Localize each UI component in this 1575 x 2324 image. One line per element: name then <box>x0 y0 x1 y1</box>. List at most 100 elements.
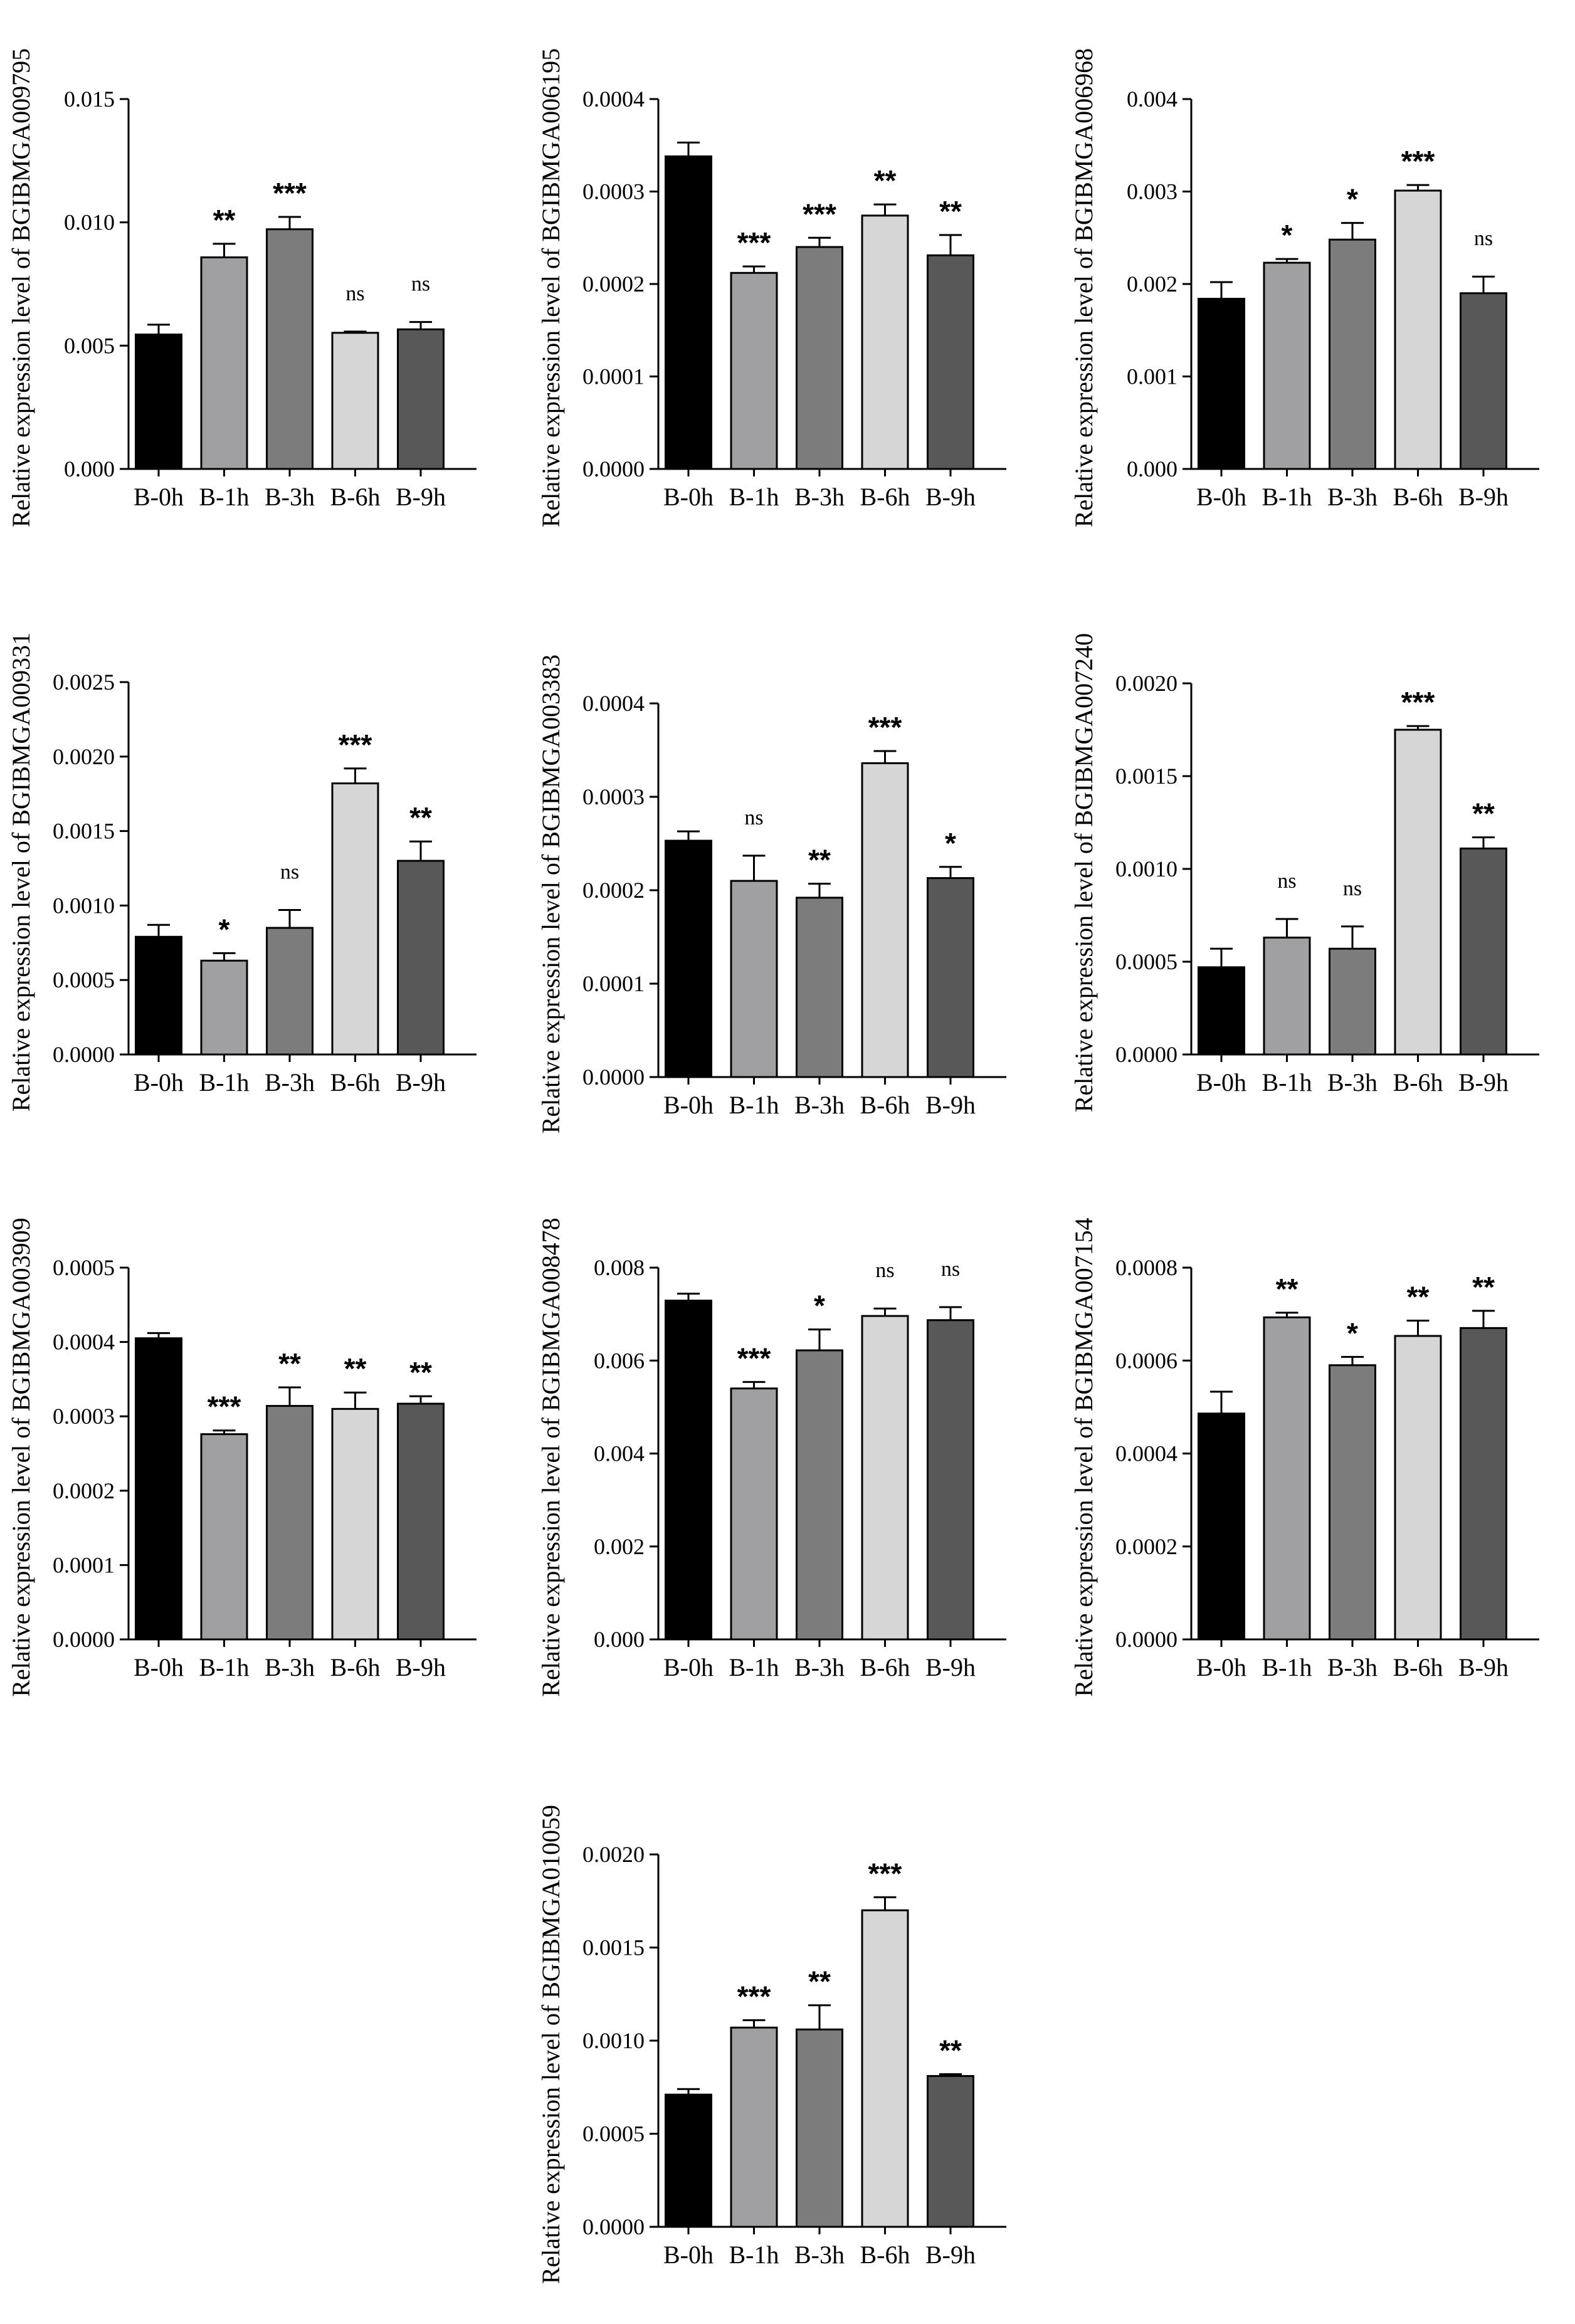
significance-label: *** <box>1401 145 1435 177</box>
bar-B-3h <box>1329 238 1376 470</box>
y-tick-label: 0.0005 <box>582 2122 645 2147</box>
bar-B-6h <box>861 1315 909 1641</box>
significance-label: * <box>945 827 956 860</box>
chart-panel-8: 0.000 0.002 0.004 0.006 0.008 Relative expres… <box>537 1217 1006 1697</box>
y-tick-label: 0.003 <box>1127 179 1177 204</box>
y-tick-label: 0.0000 <box>582 1065 645 1090</box>
bar-B-9h <box>927 877 974 1078</box>
significance-label: ns <box>1343 877 1362 900</box>
x-tick-label: B-6h <box>860 1091 910 1119</box>
bar-B-3h <box>1329 947 1376 1056</box>
y-tick-label: 0.0003 <box>582 179 645 204</box>
bar-B-3h <box>796 1349 843 1641</box>
y-tick-label: 0.0003 <box>582 784 645 809</box>
y-tick-label: 0.0000 <box>582 2214 645 2239</box>
y-tick-label: 0.001 <box>1127 364 1177 389</box>
significance-label: ns <box>941 1258 960 1281</box>
x-tick-label: B-3h <box>794 483 845 511</box>
y-axis-title: Relative expression level of BGIBMGA0093… <box>7 633 35 1112</box>
x-tick-label: B-1h <box>729 1091 779 1119</box>
x-tick-label: B-0h <box>663 483 714 511</box>
y-tick-label: 0.0000 <box>1115 1627 1177 1652</box>
bar-B-0h <box>1198 966 1245 1056</box>
x-tick-label: B-1h <box>729 2241 779 2269</box>
y-tick-label: 0.0002 <box>582 271 645 297</box>
y-tick-label: 0.0010 <box>1115 856 1177 881</box>
significance-label: *** <box>273 177 307 209</box>
x-tick-label: B-0h <box>1196 1653 1246 1681</box>
bar-B-1h <box>730 880 778 1078</box>
y-tick-label: 0.0004 <box>582 691 645 716</box>
y-tick-label: 0.0010 <box>582 2028 645 2053</box>
y-tick-label: 0.0015 <box>1115 764 1177 789</box>
x-tick-label: B-0h <box>663 2241 714 2269</box>
x-tick-label: B-9h <box>1458 1068 1509 1096</box>
bar-B-9h <box>1460 1327 1507 1641</box>
y-tick-label: 0.0002 <box>582 878 645 903</box>
bar-B-6h <box>861 1909 909 2228</box>
y-tick-label: 0.0020 <box>582 1842 645 1867</box>
significance-label: *** <box>339 728 372 761</box>
x-tick-label: B-0h <box>134 483 184 511</box>
chart-panel-4: 0.0000 0.0005 0.0010 0.0015 0.0020 0.0025 Rela… <box>7 633 477 1112</box>
y-tick-label: 0.0000 <box>53 1042 115 1067</box>
significance-label: ** <box>808 1965 831 1998</box>
x-tick-label: B-3h <box>265 1068 315 1096</box>
bar-B-6h <box>861 214 909 470</box>
bar-B-9h <box>397 860 445 1056</box>
x-tick-label: B-6h <box>1393 1068 1443 1096</box>
x-tick-label: B-0h <box>134 1068 184 1096</box>
significance-label: * <box>219 913 230 945</box>
x-tick-label: B-9h <box>925 2241 976 2269</box>
x-tick-label: B-6h <box>330 483 381 511</box>
chart-panel-7: 0.0000 0.0001 0.0002 0.0003 0.0004 0.0005 Rela… <box>7 1217 477 1697</box>
y-axis-title: Relative expression level of BGIBMGA0100… <box>537 1805 565 2284</box>
significance-label: * <box>1347 1317 1358 1349</box>
x-tick-label: B-1h <box>199 483 250 511</box>
significance-label: *** <box>208 1391 241 1423</box>
bar-B-1h <box>1263 261 1311 470</box>
y-axis-title: Relative expression level of BGIBMGA0061… <box>537 48 565 527</box>
x-tick-label: B-3h <box>794 1091 845 1119</box>
significance-label: * <box>1347 183 1358 216</box>
significance-label: ** <box>1407 1281 1430 1313</box>
chart-panel-10: 0.0000 0.0005 0.0010 0.0015 0.0020 Relative e… <box>537 1805 1006 2284</box>
bar-B-1h <box>730 1387 778 1641</box>
significance-label: ** <box>874 164 897 197</box>
significance-label: *** <box>803 197 836 230</box>
x-tick-label: B-0h <box>1196 483 1246 511</box>
bar-B-6h <box>1394 189 1442 470</box>
x-tick-label: B-9h <box>396 483 446 511</box>
bar-B-1h <box>200 959 248 1056</box>
y-tick-label: 0.002 <box>1127 271 1177 297</box>
significance-label: ** <box>939 2034 962 2066</box>
bar-B-1h <box>730 271 778 470</box>
bar-B-9h <box>927 254 974 470</box>
significance-label: ** <box>1472 1271 1495 1303</box>
y-tick-label: 0.015 <box>64 87 115 112</box>
x-tick-label: B-9h <box>925 1091 976 1119</box>
x-tick-label: B-1h <box>1262 1653 1312 1681</box>
bar-B-0h <box>135 1337 182 1641</box>
x-tick-label: B-3h <box>1327 1068 1377 1096</box>
significance-label: *** <box>1401 686 1435 718</box>
significance-label: ns <box>744 806 763 829</box>
chart-panel-3: 0.000 0.001 0.002 0.003 0.004 Relative expres… <box>1070 48 1539 527</box>
y-tick-label: 0.0000 <box>1115 1042 1177 1067</box>
x-tick-label: B-0h <box>663 1091 714 1119</box>
y-tick-label: 0.0004 <box>53 1330 115 1355</box>
x-tick-label: B-9h <box>396 1068 446 1096</box>
y-tick-label: 0.0004 <box>582 87 645 112</box>
bar-B-6h <box>331 782 379 1056</box>
x-tick-label: B-0h <box>1196 1068 1246 1096</box>
x-tick-label: B-0h <box>134 1653 184 1681</box>
x-tick-label: B-6h <box>330 1068 381 1096</box>
y-axis-title: Relative expression level of BGIBMGA0069… <box>1070 48 1098 527</box>
bar-B-3h <box>796 896 843 1078</box>
bar-B-3h <box>266 927 313 1056</box>
bar-B-0h <box>665 2093 712 2228</box>
significance-label: ** <box>1276 1273 1298 1305</box>
y-tick-label: 0.0001 <box>582 971 645 996</box>
x-tick-label: B-3h <box>1327 483 1377 511</box>
significance-label: ns <box>1474 227 1493 250</box>
